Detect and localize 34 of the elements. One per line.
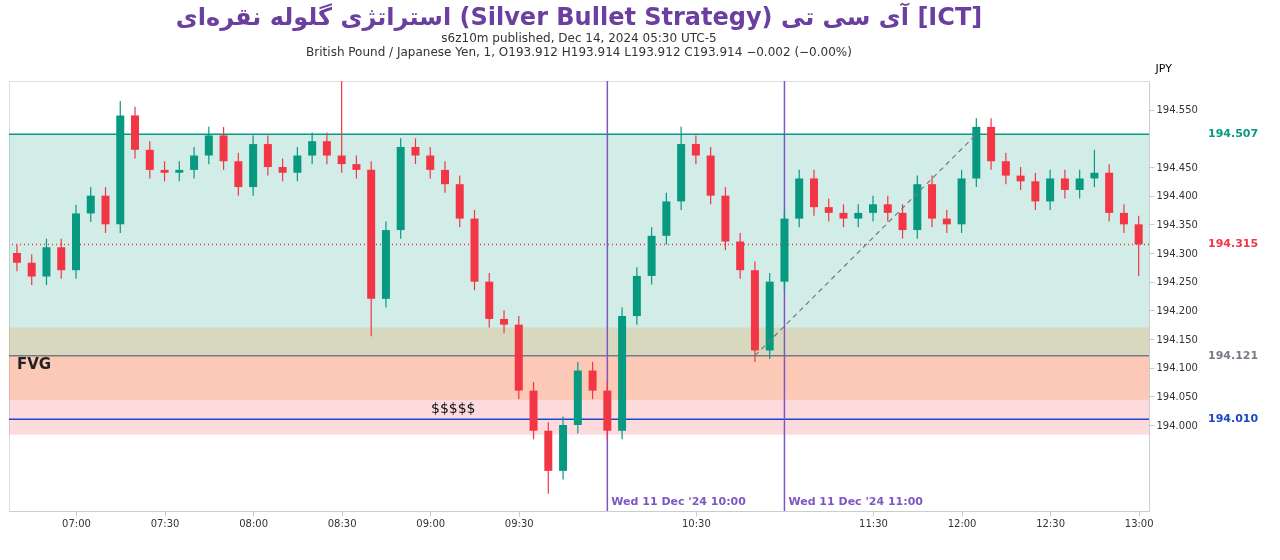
- ref-line-label: 194.010: [1208, 412, 1259, 426]
- y-tick-label: 194.450: [1156, 161, 1198, 173]
- ref-line-label: 194.315: [1208, 237, 1259, 251]
- y-tick-label: 194.150: [1156, 333, 1198, 345]
- x-tick-label: 08:30: [327, 517, 357, 529]
- x-tick-label: 08:00: [239, 517, 269, 529]
- y-tick-label: 194.350: [1156, 218, 1198, 230]
- annotation: $$$$$: [430, 400, 476, 417]
- y-tick-label: 194.250: [1156, 276, 1198, 288]
- ref-line-label: Wed 11 Dec '24 11:00: [788, 495, 924, 508]
- x-tick-label: 11:30: [859, 517, 888, 529]
- ref-line-label: 194.121: [1208, 348, 1259, 362]
- x-tick-label: 09:00: [416, 517, 446, 529]
- y-tick-label: 194.000: [1156, 419, 1198, 431]
- x-tick-label: 12:30: [1036, 517, 1066, 529]
- text: British Pound / Japanese Yen, 1, O193.912 H193.914 L193.912 C193.914 −0.002 (−0.00%): [306, 45, 852, 59]
- y-axis-title: JPY: [1154, 61, 1173, 75]
- y-tick-label: 194.400: [1156, 190, 1198, 202]
- y-tick-label: 194.200: [1156, 304, 1198, 316]
- x-tick-label: 12:00: [947, 517, 977, 529]
- y-tick-label: 194.300: [1156, 247, 1198, 259]
- y-tick-label: 194.100: [1156, 362, 1198, 374]
- ref-line-label: 194.507: [1208, 127, 1259, 141]
- y-tick-label: 194.550: [1156, 104, 1198, 116]
- y-tick-label: 194.050: [1156, 390, 1198, 402]
- x-tick-label: 07:30: [150, 517, 180, 529]
- band-label: FVG: [17, 354, 52, 373]
- x-tick-label: 13:00: [1124, 517, 1154, 529]
- chart-title: استراتژی گلوله نقره‌ای (Silver Bullet Strategy) آی سی تی [ICT]: [175, 2, 983, 31]
- ref-line-label: Wed 11 Dec '24 10:00: [611, 495, 747, 508]
- x-tick-label: 10:30: [681, 517, 711, 529]
- x-tick-label: 09:30: [504, 517, 534, 529]
- text: s6z10m published, Dec 14, 2024 05:30 UTC-5: [441, 31, 717, 45]
- x-tick-label: 07:00: [62, 517, 91, 529]
